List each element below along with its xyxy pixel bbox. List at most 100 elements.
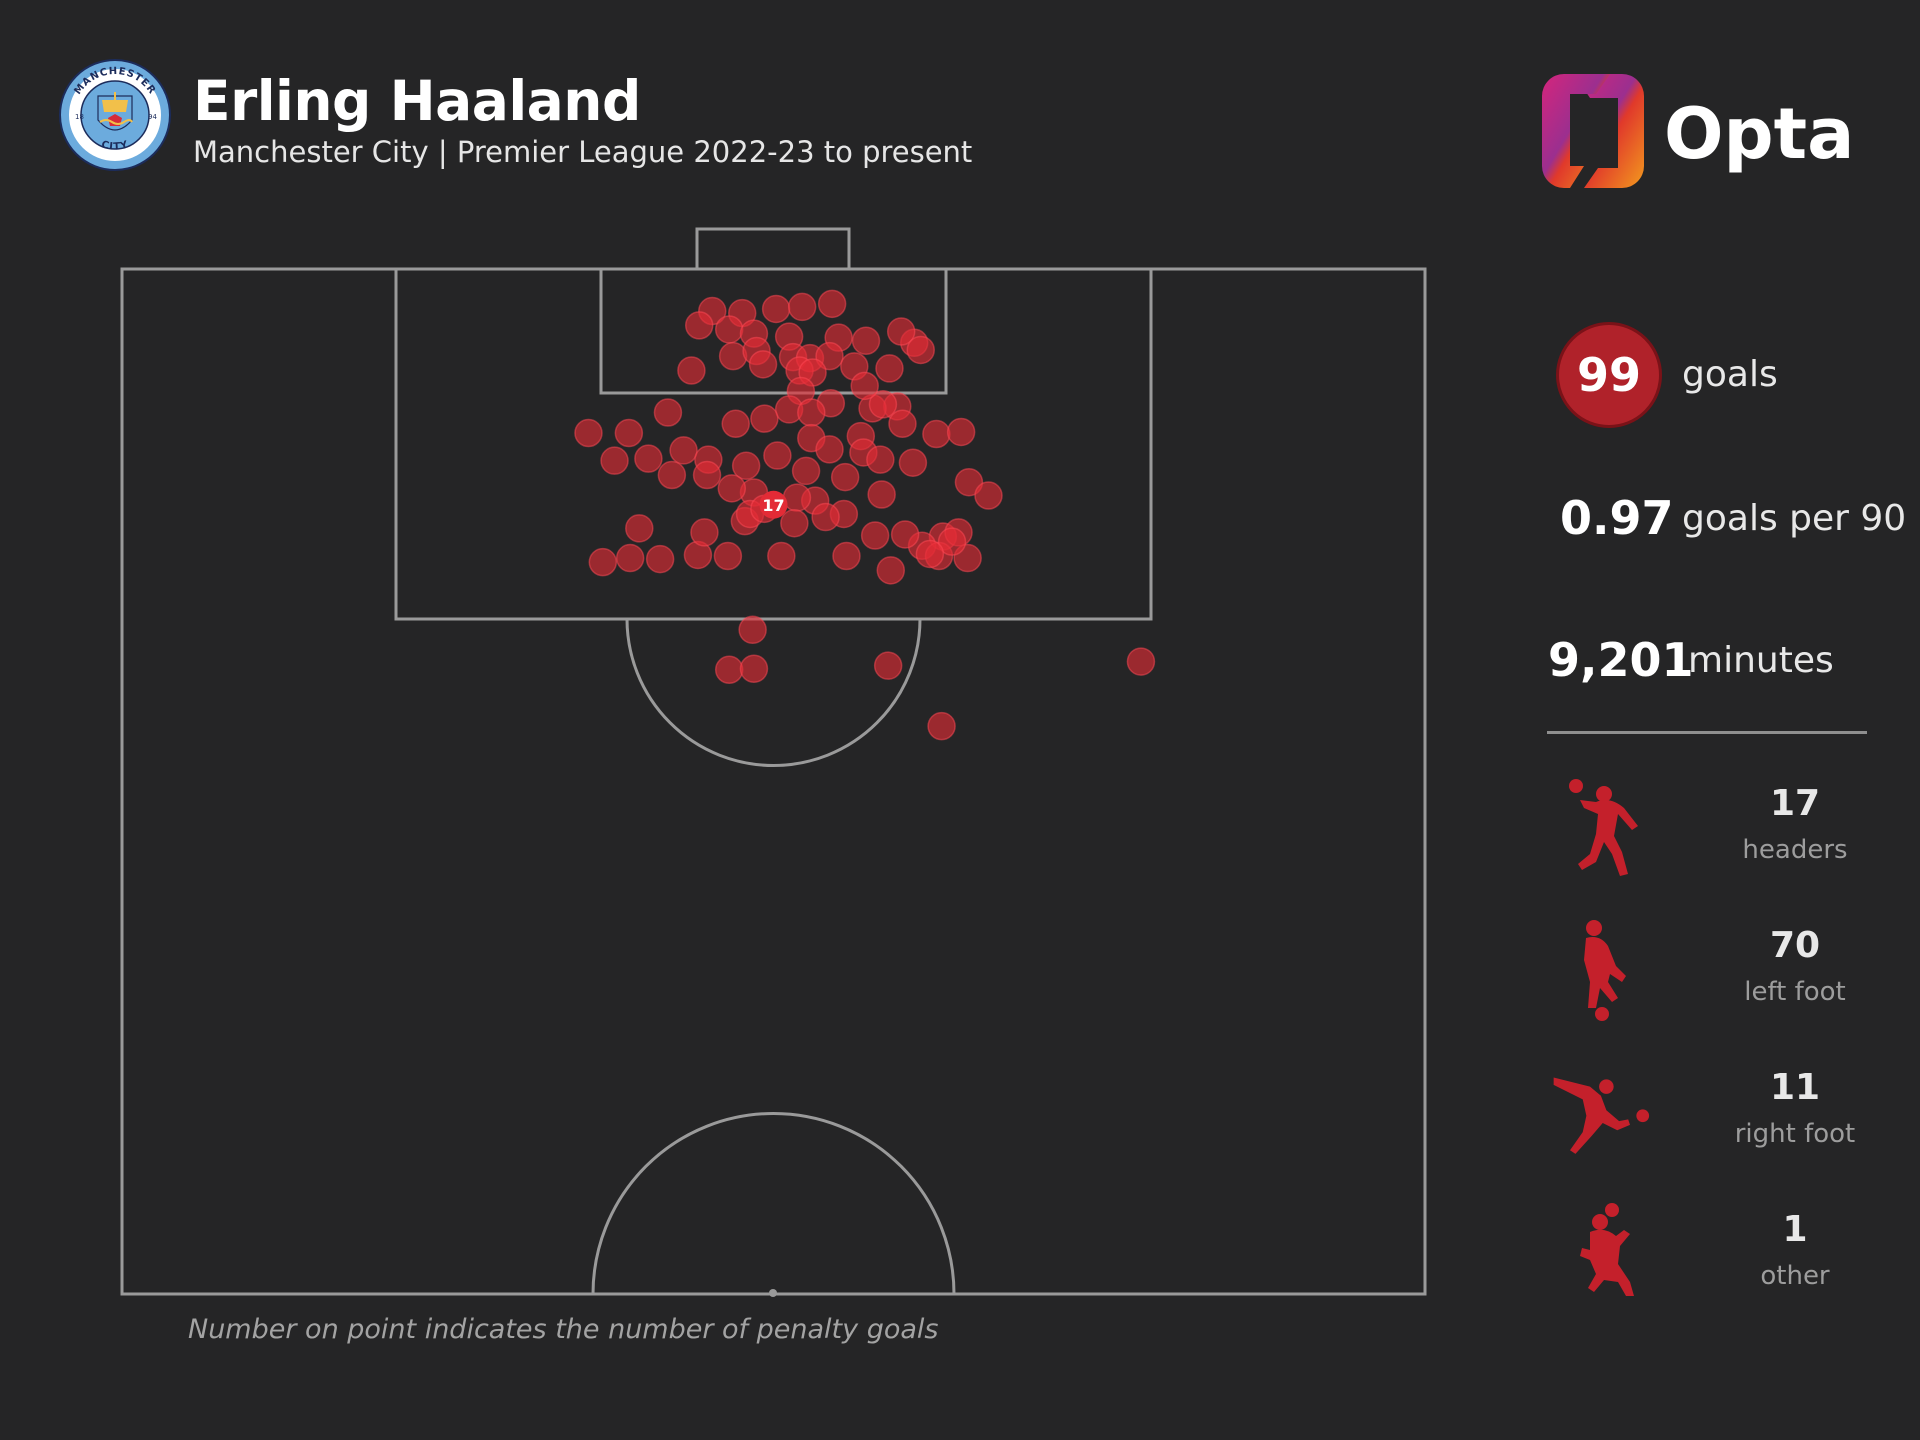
- crest-bottom-text: CITY: [100, 139, 129, 153]
- goal-point: [748, 350, 778, 379]
- header-icon: [1569, 779, 1638, 876]
- headers-value: 17: [1769, 783, 1821, 824]
- club-crest-icon: MANCHESTER CITY 18 94: [59, 59, 171, 171]
- goal-point: [714, 655, 744, 685]
- center-circle-arc: [591, 1112, 956, 1295]
- goal-point: [867, 480, 896, 509]
- stats-divider: [1547, 731, 1867, 734]
- goal-point: [860, 521, 890, 550]
- goal-point: [1126, 647, 1156, 676]
- goal-point: [974, 481, 1003, 510]
- goal-point: [890, 520, 920, 549]
- goal-point: [876, 556, 906, 585]
- goal-point: [738, 615, 767, 645]
- headers-label: headers: [1742, 835, 1848, 865]
- goals-badge: 99: [1556, 322, 1662, 428]
- other-value: 1: [1782, 1209, 1808, 1250]
- goal-point: [915, 539, 945, 569]
- goal-point: [684, 311, 714, 340]
- goal-point: [761, 294, 791, 324]
- penalty-count-label: 17: [762, 496, 784, 515]
- goal-point: [946, 417, 976, 447]
- goal-point: [927, 711, 956, 741]
- goal-point: [714, 315, 744, 344]
- goal-point: [645, 544, 675, 574]
- goal-point: [782, 483, 812, 512]
- crest-year-left: 18: [75, 113, 84, 121]
- goal-point: [614, 418, 644, 448]
- goal-point: [868, 390, 898, 419]
- left-foot-value: 70: [1769, 925, 1821, 966]
- goal-point: [625, 514, 654, 543]
- pitch-lines: [120, 227, 1427, 1296]
- right-foot-label: right foot: [1734, 1119, 1856, 1149]
- stats-panel: 99 goals 0.97 goals per 90 9,201 minutes…: [1540, 300, 1920, 1350]
- goal-point: [888, 409, 917, 439]
- goal-point: [787, 292, 817, 322]
- goal-point: [588, 547, 618, 577]
- header: MANCHESTER CITY 18 94 Erling Haaland Man…: [0, 0, 1920, 200]
- goal-point: [898, 448, 928, 477]
- goal-point: [574, 418, 603, 448]
- page-subtitle: Manchester City | Premier League 2022-23…: [193, 135, 973, 169]
- opta-logo: Opta: [1542, 74, 1854, 188]
- goal-points: [574, 289, 1156, 741]
- crest-year-right: 94: [148, 113, 157, 121]
- goal-point: [817, 289, 847, 319]
- goal-point: [677, 356, 706, 385]
- goal-point: [954, 467, 984, 497]
- goal-point: [739, 654, 769, 683]
- right-foot-value: 11: [1769, 1067, 1821, 1108]
- penalty-point: [759, 490, 788, 519]
- goal-point: [937, 527, 967, 556]
- goal-point: [832, 541, 861, 571]
- goal-point: [634, 444, 663, 473]
- goal-point: [669, 436, 698, 465]
- page-title: Erling Haaland: [193, 69, 641, 133]
- goal-point: [886, 317, 916, 346]
- minutes-value: 9,201: [1548, 633, 1694, 687]
- goal-point: [721, 409, 750, 439]
- other-label: other: [1760, 1261, 1830, 1291]
- goal-point: [830, 462, 860, 492]
- penalty-arc: [625, 618, 922, 767]
- goal-point: [690, 518, 719, 547]
- goal-point: [767, 541, 796, 571]
- goal-point: [731, 451, 761, 481]
- center-spot: [769, 1289, 777, 1297]
- goal-point: [750, 404, 779, 433]
- goals-label: goals: [1682, 354, 1778, 395]
- goal-point: [922, 419, 951, 449]
- goal-point: [875, 354, 904, 383]
- left-foot-label: left foot: [1744, 977, 1846, 1007]
- goal-point: [873, 651, 903, 680]
- brand-name: Opta: [1664, 93, 1854, 175]
- footnote: Number on point indicates the number of …: [188, 1314, 939, 1345]
- minutes-label: minutes: [1688, 640, 1834, 681]
- goals-per-90-value: 0.97: [1560, 491, 1674, 545]
- svg-text:CITY: CITY: [100, 139, 130, 153]
- goal-point: [815, 435, 844, 464]
- opta-mark-icon: [1542, 74, 1644, 188]
- goal-point: [811, 502, 840, 532]
- goal-point: [653, 398, 683, 427]
- goal-point: [780, 508, 809, 538]
- goal-point: [600, 446, 629, 475]
- right-foot-icon: [1553, 1077, 1650, 1154]
- goal-point: [657, 460, 687, 490]
- goal-point: [906, 335, 935, 365]
- goal-frame: [695, 227, 851, 271]
- left-foot-icon: [1584, 920, 1626, 1021]
- goal-point: [791, 456, 821, 486]
- goal-point: [615, 543, 645, 573]
- penalty-marker: 17: [759, 490, 788, 519]
- goals-per-90-label: goals per 90: [1682, 498, 1907, 539]
- goal-point: [866, 445, 895, 474]
- goal-point: [763, 441, 792, 470]
- goal-point: [717, 474, 747, 503]
- goal-point: [850, 371, 879, 401]
- goal-point: [797, 398, 826, 427]
- goal-point: [718, 341, 748, 371]
- other-icon: [1580, 1203, 1634, 1296]
